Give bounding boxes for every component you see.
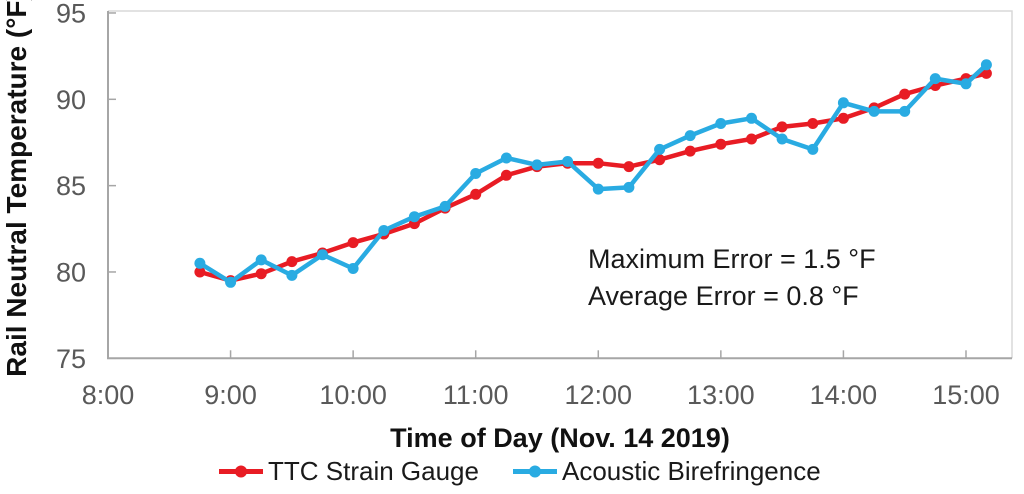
annotation-max-error: Maximum Error = 1.5 °F [588,244,876,274]
annotation: Maximum Error = 1.5 °F Average Error = 0… [588,241,876,315]
legend-line-marker-icon [219,465,263,477]
data-point [470,188,482,200]
data-point [500,152,512,164]
x-tick-label: 10:00 [319,380,387,410]
x-axis-title: Time of Day (Nov. 14 2019) [390,423,730,453]
data-point [776,121,788,133]
x-tick-label: 13:00 [687,380,755,410]
legend-label: TTC Strain Gauge [268,455,479,486]
data-point [194,266,206,278]
data-point [837,97,849,109]
data-point [562,156,574,167]
data-point [899,88,911,100]
data-point [837,112,849,124]
y-tick-label: 95 [56,0,86,28]
data-point [654,143,666,155]
data-point [531,159,543,171]
legend-item-ttc-strain-gauge: TTC Strain Gauge [218,456,479,486]
data-point [654,154,666,166]
y-tick-label: 85 [56,171,86,201]
x-tick-label: 12:00 [564,380,632,410]
data-point [470,168,482,179]
plot-border [108,10,1013,359]
data-point [980,67,992,79]
data-point [347,263,359,274]
x-tick-label: 8:00 [82,380,135,410]
data-point [980,59,992,71]
data-point [408,211,420,223]
data-point [684,130,696,142]
y-tick-label: 75 [56,344,86,374]
legend-item-acoustic-birefringence: Acoustic Birefringence [512,456,821,486]
series-acoustic-birefringence [194,59,992,288]
data-point [868,105,880,117]
data-point [286,256,298,268]
x-tick-label: 15:00 [932,380,1000,410]
data-point [255,254,267,266]
data-point [746,112,757,124]
data-point [623,181,635,193]
data-point [378,225,390,236]
data-point [684,145,696,157]
data-point [960,78,972,90]
data-point [899,105,911,117]
data-point [929,73,941,85]
data-point [194,257,206,269]
x-tick-label: 11:00 [443,380,509,410]
data-point [225,276,237,288]
data-point [746,133,757,145]
annotation-avg-error: Average Error = 0.8 °F [588,281,859,311]
data-point [286,269,298,281]
data-point [807,118,819,129]
data-point [623,161,635,173]
data-point [347,237,359,249]
data-point [807,143,819,155]
legend: TTC Strain Gauge Acoustic Birefringence [0,456,1024,490]
data-point [500,169,512,181]
legend-line-marker-icon [513,465,557,477]
legend-label: Acoustic Birefringence [562,455,821,486]
y-tick-label: 80 [56,257,86,287]
data-point [715,118,727,129]
data-point [317,249,328,261]
data-point [592,183,604,195]
y-tick-label: 90 [56,85,86,115]
data-point [715,138,727,150]
data-point [776,133,788,145]
x-tick-label: 9:00 [204,380,257,410]
data-point [439,200,451,212]
data-point [592,157,604,169]
x-tick-label: 14:00 [810,380,878,410]
data-point [255,268,267,280]
